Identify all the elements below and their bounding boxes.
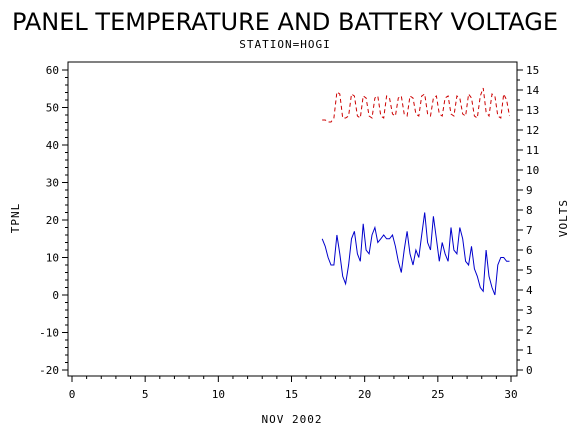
panel-temperature-line xyxy=(321,212,510,296)
right-tick-label: 4 xyxy=(526,284,533,297)
chart-subtitle: STATION=HOGI xyxy=(239,38,330,51)
left-y-axis-label: TPNL xyxy=(9,203,22,234)
right-tick-label: 12 xyxy=(526,124,539,137)
left-tick-label: 40 xyxy=(46,139,59,152)
left-tick-label: 10 xyxy=(46,252,59,265)
right-tick-label: 7 xyxy=(526,224,533,237)
right-tick-label: 5 xyxy=(526,264,533,277)
chart-title: PANEL TEMPERATURE AND BATTERY VOLTAGE xyxy=(12,8,558,36)
x-axis-ticks: 0 5 10 15 20 25 30 xyxy=(69,376,518,401)
x-tick-label: 5 xyxy=(142,388,149,401)
left-tick-label: 30 xyxy=(46,177,59,190)
right-tick-label: 3 xyxy=(526,304,533,317)
series-group xyxy=(321,87,510,296)
left-tick-label: -10 xyxy=(39,327,59,340)
x-tick-label: 25 xyxy=(431,388,444,401)
right-tick-label: 9 xyxy=(526,184,533,197)
right-tick-label: 11 xyxy=(526,144,539,157)
left-tick-label: -20 xyxy=(39,364,59,377)
right-tick-label: 10 xyxy=(526,164,539,177)
left-tick-label: 50 xyxy=(46,102,59,115)
x-tick-label: 10 xyxy=(212,388,225,401)
right-tick-label: 8 xyxy=(526,204,533,217)
right-tick-label: 1 xyxy=(526,344,533,357)
x-tick-label: 15 xyxy=(285,388,298,401)
x-tick-label: 30 xyxy=(504,388,517,401)
right-tick-label: 0 xyxy=(526,364,533,377)
right-tick-label: 2 xyxy=(526,324,533,337)
left-tick-label: 60 xyxy=(46,64,59,77)
x-tick-label: 0 xyxy=(69,388,76,401)
left-tick-label: 0 xyxy=(52,289,59,302)
right-tick-label: 13 xyxy=(526,104,539,117)
left-y-axis-ticks: -20 -10 0 10 20 30 40 50 60 xyxy=(39,64,68,377)
left-tick-label: 20 xyxy=(46,214,59,227)
x-tick-label: 20 xyxy=(358,388,371,401)
plot-frame xyxy=(67,61,518,377)
battery-voltage-line xyxy=(322,87,510,123)
right-tick-label: 14 xyxy=(526,84,540,97)
right-y-axis-label: VOLTS xyxy=(557,199,570,237)
x-axis-label: NOV 2002 xyxy=(262,413,323,426)
right-tick-label: 6 xyxy=(526,244,533,257)
right-tick-label: 15 xyxy=(526,64,539,77)
